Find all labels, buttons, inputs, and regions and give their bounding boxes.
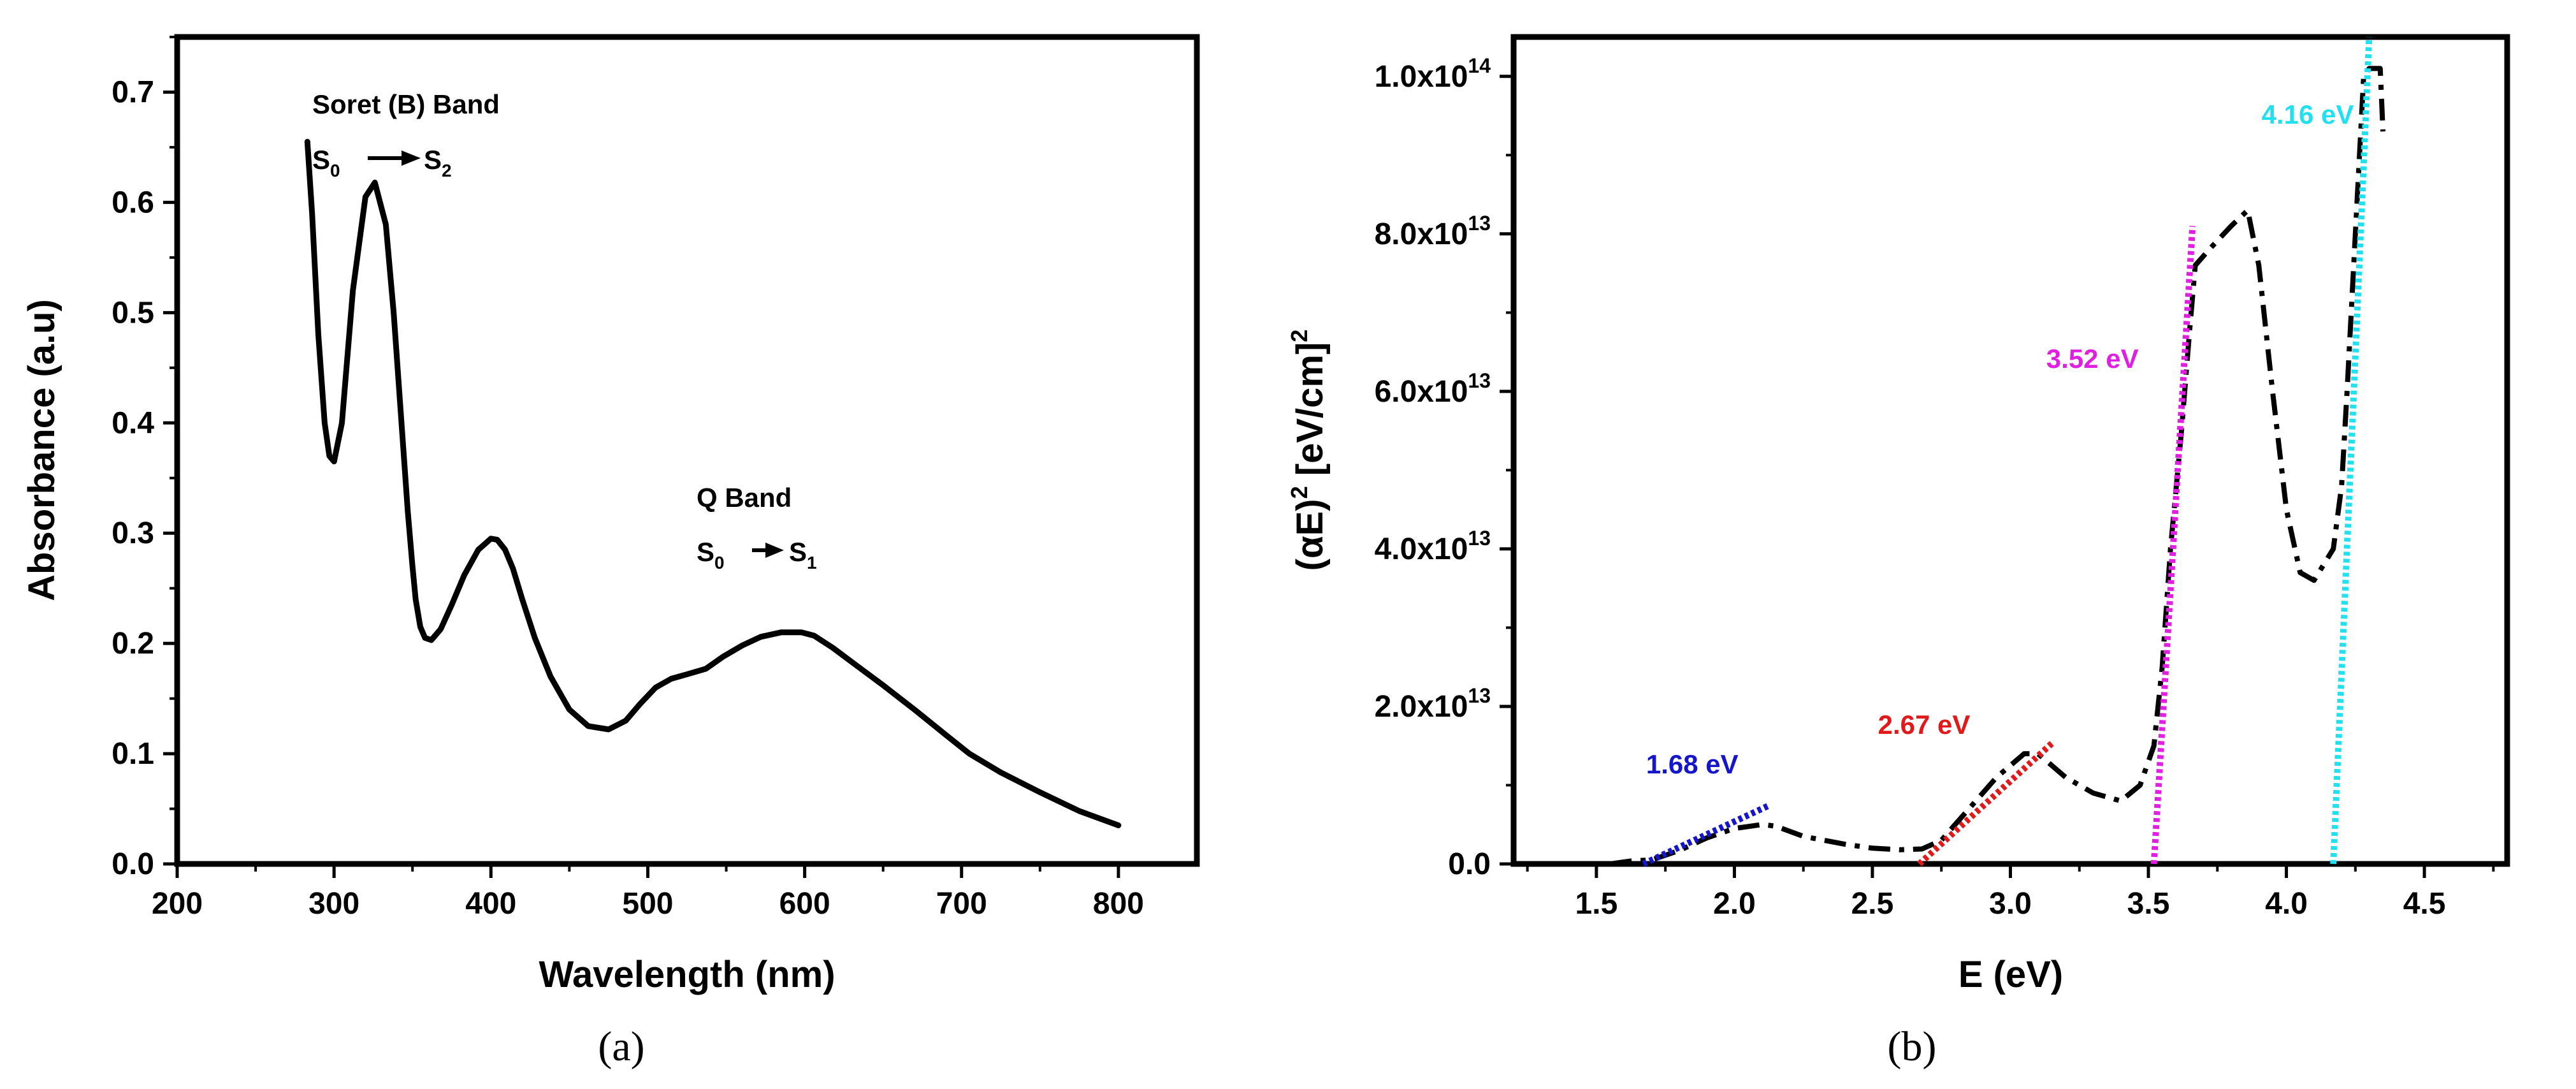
fit-line-3 (2330, 36, 2373, 865)
y-tick-label-a: 0.4 (112, 406, 154, 440)
y-tick-label-a: 0.0 (112, 847, 154, 881)
soret-arrowhead-icon (402, 150, 421, 166)
x-tick-label-a: 300 (308, 887, 359, 921)
absorbance-curve (304, 138, 1122, 828)
y-tick-label-a: 0.6 (112, 186, 154, 219)
x-axis-label-b: E (eV) (1958, 954, 2063, 995)
y-tick-label-b: 8.0x1013 (1375, 212, 1491, 251)
plot-frame-a (174, 34, 1200, 867)
x-tick-label-a: 800 (1093, 887, 1144, 921)
fit-label-2: 3.52 eV (2046, 344, 2139, 374)
alpha-e-curve (1610, 66, 2386, 866)
x-tick-label-a: 200 (152, 887, 203, 921)
panel-b: 1.5 2.0 2.5 3.0 3.5 4.0 4.5 0.0 2.0x1013 4.0x1013… (1286, 34, 2510, 1070)
y-axis-label-b: (αE)2 [eV/cm]2 (1286, 330, 1331, 571)
x-tick-label-b: 4.5 (2403, 887, 2446, 921)
y-tick-label-a: 0.3 (112, 516, 154, 550)
soret-to-state: S2 (424, 145, 452, 180)
x-tick-label-a: 700 (936, 887, 987, 921)
x-tick-label-b: 2.5 (1851, 887, 1894, 921)
q-arrowhead-icon (765, 543, 784, 558)
y-tick-label-a: 0.2 (112, 627, 154, 661)
panel-a: 200 300 400 500 600 700 800 0.0 0.1 0.2 0.3 0.4 0.5 0… (21, 34, 1200, 1070)
y-tick-label-a: 0.1 (112, 737, 154, 771)
y-tick-label-b: 6.0x1013 (1375, 369, 1491, 409)
y-tick-label-b: 0.0 (1448, 847, 1491, 881)
fit-label-1: 2.67 eV (1878, 710, 1971, 740)
fit-label-3: 4.16 eV (2262, 99, 2354, 129)
y-tick-label-a: 0.5 (112, 296, 154, 330)
y-tick-label-b: 1.0x1014 (1375, 54, 1491, 94)
axis-ticks-a: 200 300 400 500 600 700 800 0.0 0.1 0.2 0.3 0.4 0.5 0… (112, 36, 1144, 921)
axis-ticks-b: 1.5 2.0 2.5 3.0 3.5 4.0 4.5 0.0 2.0x1013 4.0x1013… (1375, 54, 2495, 921)
x-tick-label-b: 4.0 (2265, 887, 2308, 921)
y-axis-label-a: Absorbance (a.u) (21, 299, 62, 601)
soret-from-state: S0 (312, 145, 340, 180)
absorbance-series-line (304, 138, 1122, 828)
x-tick-label-a: 600 (779, 887, 830, 921)
tauc-fit-lines: 1.68 eV 2.67 eV 3.52 eV 4.16 eV (1642, 36, 2373, 867)
x-tick-label-b: 3.5 (2127, 887, 2170, 921)
x-tick-label-b: 1.5 (1575, 887, 1618, 921)
soret-transition: S0 S2 (312, 145, 452, 180)
plot-frame-b (1510, 34, 2510, 867)
y-tick-label-a: 0.7 (112, 75, 154, 109)
q-transition: S0 S1 (697, 537, 817, 573)
fit-line-2 (2150, 226, 2196, 865)
x-tick-label-b: 2.0 (1713, 887, 1756, 921)
q-from-state: S0 (697, 537, 725, 573)
x-tick-label-a: 400 (465, 887, 516, 921)
panel-label-a: (a) (598, 1023, 644, 1070)
alpha-e-series-line (1610, 66, 2386, 866)
x-tick-label-b: 3.0 (1989, 887, 2032, 921)
fit-line-1 (1917, 741, 2054, 866)
y-tick-label-b: 2.0x1013 (1375, 684, 1491, 724)
panel-label-b: (b) (1888, 1023, 1937, 1070)
x-axis-label-a: Wavelength (nm) (539, 954, 835, 995)
fit-line-0 (1642, 801, 1772, 867)
q-to-state: S1 (789, 537, 817, 573)
q-band-label: Q Band (697, 483, 792, 513)
fit-label-0: 1.68 eV (1646, 749, 1739, 779)
soret-band-label: Soret (B) Band (312, 89, 500, 119)
y-tick-label-b: 4.0x1013 (1375, 527, 1491, 566)
x-tick-label-a: 500 (622, 887, 673, 921)
